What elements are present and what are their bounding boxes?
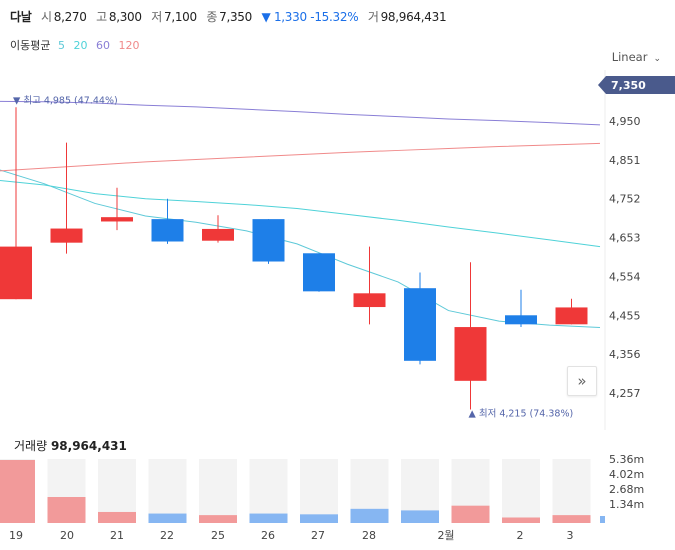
x-tick-label: 20 — [60, 529, 74, 542]
x-tick-label: 3 — [567, 529, 574, 542]
ma60-line — [0, 100, 601, 126]
x-tick-label: 2 — [517, 529, 524, 542]
ma20-line — [0, 179, 601, 248]
y-tick-label: 4,653 — [609, 232, 641, 245]
ma-legend-5: 5 — [57, 39, 65, 52]
scale-label: Linear — [611, 50, 648, 64]
volume-bar — [249, 513, 288, 523]
y-tick-label: 4,752 — [609, 193, 641, 206]
candle-body — [202, 228, 234, 241]
stock-name: 다날 — [10, 10, 32, 24]
volume-bar — [502, 517, 540, 523]
change-value: ▼ 1,330 -15.32% — [261, 10, 359, 24]
close-value: 7,350 — [219, 10, 252, 24]
candle-body — [555, 307, 588, 325]
volume-tick-label: 1.34m — [609, 498, 644, 511]
x-tick-label: 19 — [9, 529, 23, 542]
volume-panel-title: 거래량 — [14, 439, 48, 453]
x-tick-label: 26 — [261, 529, 275, 542]
volume-tick-label: 5.36m — [609, 453, 644, 466]
candle-body — [50, 228, 83, 243]
y-tick-label: 4,950 — [609, 115, 641, 128]
volume-bar — [552, 515, 591, 523]
volume-tick-label: 4.02m — [609, 468, 644, 481]
scroll-to-latest-button[interactable]: » — [567, 366, 597, 396]
candle-body — [353, 293, 386, 308]
low-label: 저 — [151, 10, 162, 24]
volume-bar — [401, 510, 439, 523]
chevron-down-icon: ⌄ — [653, 54, 661, 64]
ma-legend-120: 120 — [118, 39, 140, 52]
volume-bar — [47, 497, 86, 523]
volume-bar — [300, 514, 338, 523]
volume-header-bg — [0, 433, 605, 459]
x-tick-label: 2월 — [437, 529, 454, 542]
volume-value: 98,964,431 — [380, 10, 447, 24]
moving-average-legend[interactable]: 이동평균 5 20 60 120 — [10, 37, 144, 53]
volume-tick-label: 2.68m — [609, 483, 644, 496]
current-price-tag — [598, 76, 675, 94]
candle-body — [404, 288, 436, 361]
candle-body — [505, 315, 537, 325]
y-tick-label: 4,455 — [609, 309, 641, 322]
volume-bar — [148, 513, 187, 523]
volume-panel-value: 98,964,431 — [50, 439, 127, 453]
current-price-label: 7,350 — [611, 79, 646, 92]
x-tick-label: 27 — [311, 529, 325, 542]
x-tick-label: 21 — [110, 529, 124, 542]
ma-legend-20: 20 — [73, 39, 88, 52]
candle-body — [454, 327, 487, 381]
volume-panel-label: 거래량 98,964,431 — [14, 437, 127, 454]
candle-body — [101, 217, 133, 222]
y-tick-label: 4,257 — [609, 387, 641, 400]
close-label: 종 — [206, 10, 218, 24]
price-header: 다날 시 8,270 고 8,300 저 7,100 종 7,350 ▼ 1,330 -… — [10, 8, 452, 25]
x-tick-label: 28 — [362, 529, 376, 542]
low-annotation: ▲ 최저 4,215 (74.38%) — [469, 408, 574, 419]
volume-bar — [451, 505, 490, 523]
candle-body — [0, 246, 32, 300]
candle-body — [151, 219, 184, 242]
volume-bar — [199, 515, 237, 523]
candle-body — [303, 253, 335, 292]
volume-short-label: 거 — [367, 10, 379, 24]
ma-legend-title: 이동평균 — [10, 39, 51, 52]
high-label: 고 — [96, 10, 107, 24]
scale-dropdown[interactable]: Linear ⌄ — [612, 50, 661, 64]
ma120-line — [0, 142, 601, 172]
volume-bar — [350, 508, 389, 523]
low-value: 7,100 — [164, 10, 197, 24]
x-tick-label: 22 — [160, 529, 174, 542]
y-tick-label: 4,851 — [609, 154, 641, 167]
x-tick-label: 25 — [211, 529, 225, 542]
ma-legend-60: 60 — [95, 39, 110, 52]
volume-partial-bar — [600, 516, 605, 523]
high-value: 8,300 — [108, 10, 142, 24]
volume-bar — [98, 511, 136, 523]
volume-bar — [0, 460, 35, 523]
candle-body — [252, 219, 285, 262]
double-chevron-right-icon: » — [577, 372, 587, 390]
high-annotation: ▼ 최고 4,985 (47.44%) — [13, 95, 118, 106]
ma5-line — [0, 169, 601, 328]
y-tick-label: 4,356 — [609, 348, 641, 361]
y-tick-label: 4,554 — [609, 270, 641, 283]
open-value: 8,270 — [53, 10, 87, 24]
open-label: 시 — [41, 10, 52, 24]
